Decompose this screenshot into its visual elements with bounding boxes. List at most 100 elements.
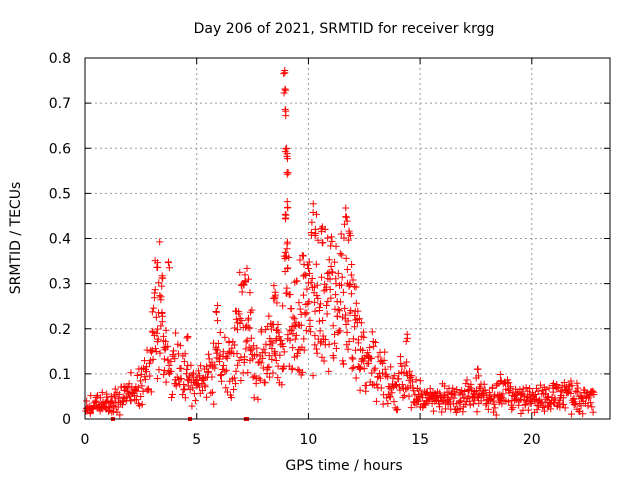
data-point bbox=[560, 400, 568, 408]
data-point bbox=[216, 328, 224, 336]
data-point bbox=[245, 314, 253, 322]
data-point bbox=[148, 346, 156, 354]
data-point bbox=[349, 355, 357, 363]
data-point bbox=[392, 381, 400, 389]
data-point bbox=[152, 347, 160, 355]
data-point bbox=[310, 283, 318, 291]
data-point bbox=[300, 260, 308, 268]
data-point bbox=[484, 405, 492, 413]
data-point bbox=[155, 279, 163, 287]
data-point bbox=[492, 411, 500, 419]
data-point bbox=[338, 273, 346, 281]
data-point bbox=[109, 408, 117, 416]
data-point bbox=[212, 307, 220, 315]
data-point bbox=[219, 348, 227, 356]
grid bbox=[85, 58, 610, 419]
data-point bbox=[233, 326, 241, 334]
data-point bbox=[91, 397, 99, 405]
data-point bbox=[343, 328, 351, 336]
data-point bbox=[300, 346, 308, 354]
data-point bbox=[203, 363, 211, 371]
data-point bbox=[164, 259, 172, 267]
data-point bbox=[568, 382, 576, 390]
data-point bbox=[469, 400, 477, 408]
data-point bbox=[211, 364, 219, 372]
data-point bbox=[261, 379, 269, 387]
data-point bbox=[334, 269, 342, 277]
data-point bbox=[320, 357, 328, 365]
data-point bbox=[277, 337, 285, 345]
data-point bbox=[265, 352, 273, 360]
data-point bbox=[352, 346, 360, 354]
data-point bbox=[459, 408, 467, 416]
data-point bbox=[384, 399, 392, 407]
data-point bbox=[172, 380, 180, 388]
data-point bbox=[354, 336, 362, 344]
data-point bbox=[305, 265, 313, 273]
data-point bbox=[436, 403, 444, 411]
data-point bbox=[326, 285, 334, 293]
data-point bbox=[342, 204, 350, 212]
data-point bbox=[244, 324, 252, 332]
data-point bbox=[331, 258, 339, 266]
data-point bbox=[402, 337, 410, 345]
data-point bbox=[381, 365, 389, 373]
data-point bbox=[481, 386, 489, 394]
data-point bbox=[390, 398, 398, 406]
data-point bbox=[456, 405, 464, 413]
data-point bbox=[284, 331, 292, 339]
data-point bbox=[213, 349, 221, 357]
data-point bbox=[285, 253, 293, 261]
data-point bbox=[325, 367, 333, 375]
data-point bbox=[430, 407, 438, 415]
data-point bbox=[148, 327, 156, 335]
data-point bbox=[298, 251, 306, 259]
data-point bbox=[180, 380, 188, 388]
data-point bbox=[266, 373, 274, 381]
data-point bbox=[249, 355, 257, 363]
data-point bbox=[306, 269, 314, 277]
data-point bbox=[477, 397, 485, 405]
data-point bbox=[216, 358, 224, 366]
data-point bbox=[272, 357, 280, 365]
data-point bbox=[356, 365, 364, 373]
data-point bbox=[268, 345, 276, 353]
y-tick-label: 0.1 bbox=[49, 367, 71, 383]
data-point bbox=[222, 366, 230, 374]
data-point bbox=[379, 400, 387, 408]
data-point bbox=[181, 350, 189, 358]
data-point bbox=[409, 384, 417, 392]
data-point bbox=[282, 112, 290, 120]
data-point bbox=[415, 398, 423, 406]
data-point bbox=[312, 260, 320, 268]
data-point bbox=[466, 401, 474, 409]
data-point bbox=[300, 335, 308, 343]
data-point bbox=[307, 279, 315, 287]
data-point bbox=[327, 294, 335, 302]
data-point bbox=[317, 225, 325, 233]
data-point bbox=[278, 381, 286, 389]
data-point bbox=[214, 301, 222, 309]
data-point bbox=[156, 292, 164, 300]
data-point bbox=[172, 329, 180, 337]
data-point bbox=[567, 377, 575, 385]
data-point bbox=[332, 291, 340, 299]
data-point bbox=[386, 393, 394, 401]
data-point bbox=[590, 391, 598, 399]
data-point bbox=[379, 359, 387, 367]
data-point bbox=[162, 326, 170, 334]
data-point bbox=[192, 376, 200, 384]
y-tick-label: 0.7 bbox=[49, 96, 71, 112]
data-point bbox=[319, 317, 327, 325]
data-point bbox=[561, 404, 569, 412]
data-point bbox=[351, 323, 359, 331]
data-point bbox=[331, 330, 339, 338]
data-point bbox=[333, 312, 341, 320]
data-point bbox=[349, 276, 357, 284]
data-point bbox=[281, 85, 289, 93]
data-point bbox=[359, 357, 367, 365]
data-point bbox=[264, 364, 272, 372]
data-point bbox=[149, 355, 157, 363]
data-point bbox=[522, 384, 530, 392]
data-point bbox=[160, 371, 168, 379]
